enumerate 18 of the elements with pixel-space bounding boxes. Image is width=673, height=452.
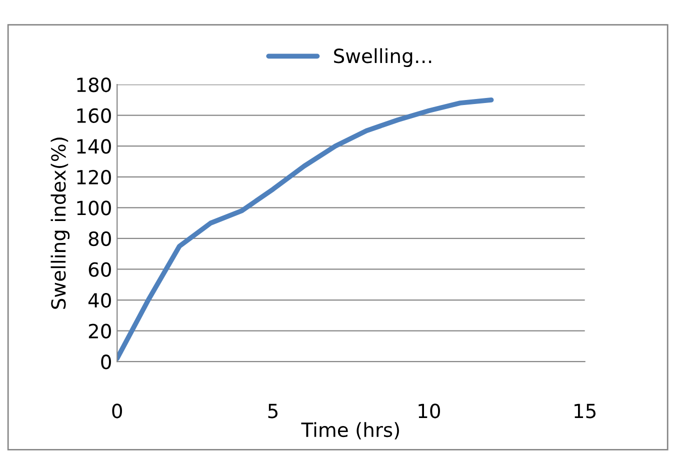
y-tick-label: 60 — [88, 262, 111, 277]
x-axis-title: Time (hrs) — [301, 422, 399, 440]
y-tick-label: 160 — [77, 108, 111, 123]
x-tick-label: 10 — [418, 404, 440, 418]
x-tick-label: 15 — [574, 404, 596, 418]
y-tick-label: 80 — [88, 231, 111, 246]
y-tick-label: 140 — [77, 139, 111, 154]
y-tick-label: 100 — [77, 200, 111, 216]
x-tick-label: 5 — [268, 404, 278, 418]
legend-label: Swelling… — [334, 48, 432, 68]
line-series — [117, 97, 494, 361]
y-tick-label: 20 — [88, 324, 111, 338]
y-tick-label: 180 — [77, 77, 111, 92]
y-tick-label: 0 — [101, 354, 111, 370]
y-axis-title: Swelling index(%) — [50, 138, 70, 309]
y-tick-label: 40 — [88, 292, 111, 308]
x-tick-label: 0 — [112, 404, 122, 418]
y-tick-label: 120 — [77, 170, 111, 185]
